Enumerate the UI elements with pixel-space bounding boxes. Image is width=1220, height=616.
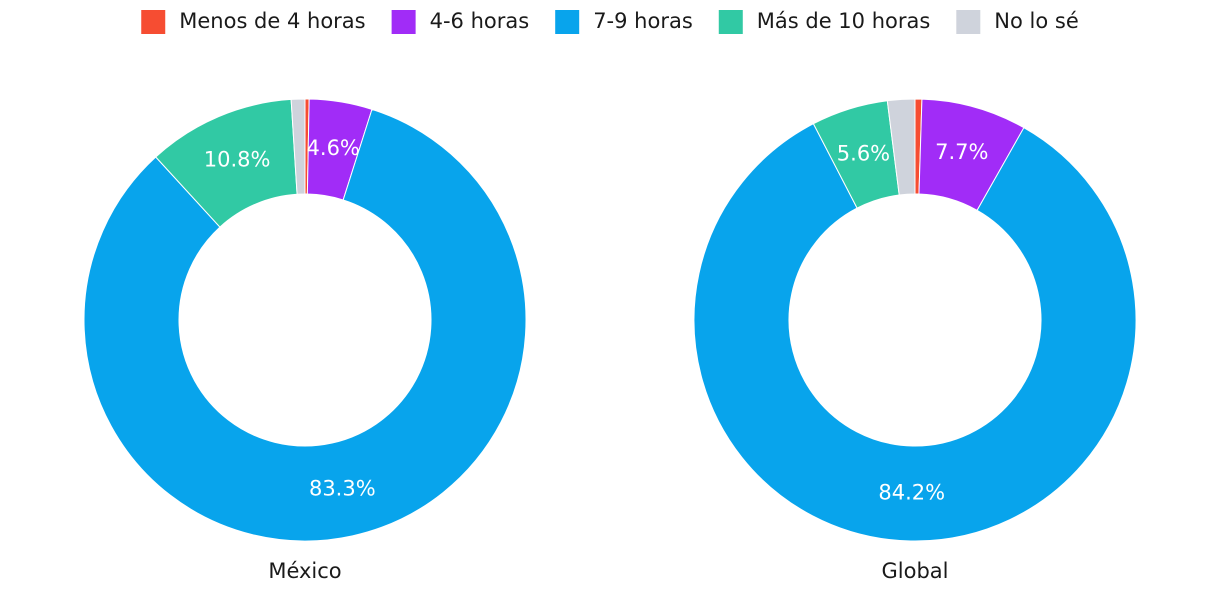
- legend-label: 4-6 horas: [430, 9, 530, 33]
- legend-swatch: [141, 10, 166, 34]
- data-label: 84.2%: [878, 480, 945, 504]
- legend-label: Más de 10 horas: [757, 9, 931, 33]
- data-label: 83.3%: [309, 476, 376, 500]
- legend-swatch: [718, 10, 743, 34]
- donut-segment: [693, 123, 1137, 542]
- chart-title: Global: [882, 559, 949, 583]
- data-label: 7.7%: [935, 140, 988, 164]
- legend-label: Menos de 4 horas: [179, 9, 365, 33]
- data-label: 10.8%: [204, 147, 271, 171]
- chart-title: México: [268, 559, 341, 583]
- legend-swatch: [555, 10, 580, 34]
- legend-label: 7-9 horas: [593, 9, 693, 33]
- legend-swatch: [956, 10, 981, 34]
- data-label: 5.6%: [837, 141, 890, 165]
- donut-segment: [886, 98, 916, 196]
- legend: Menos de 4 horas 4-6 horas 7-9 horas Más de…: [141, 9, 1079, 34]
- legend-swatch: [391, 10, 416, 34]
- donut-segment: [290, 98, 306, 195]
- data-label: 4.6%: [307, 136, 360, 160]
- donut-segment: [83, 108, 527, 542]
- legend-label: No lo sé: [994, 9, 1078, 33]
